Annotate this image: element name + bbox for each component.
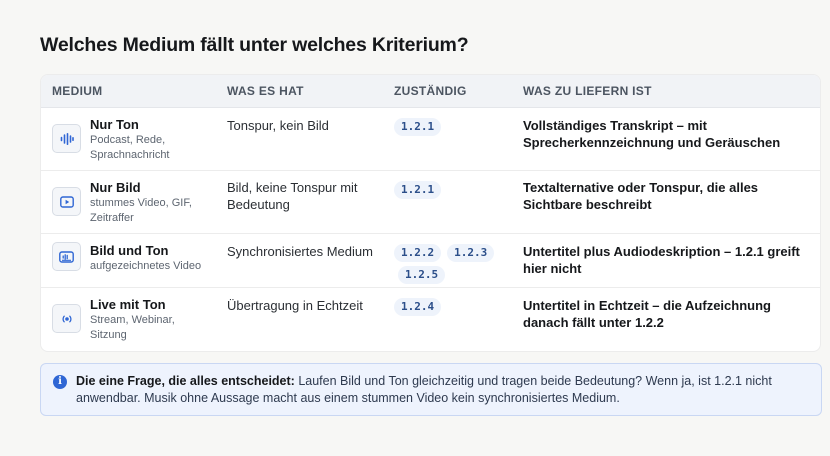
table-row: Nur Bild stummes Video, GIF, Zeitraffer … xyxy=(41,171,820,234)
medium-subtitle: Podcast, Rede, Sprachnachricht xyxy=(90,134,170,161)
header-responsible: ZUSTÄNDIG xyxy=(394,84,467,98)
header-deliver: WAS ZU LIEFERN IST xyxy=(523,84,652,98)
criterion-chip: 1.2.1 xyxy=(394,118,442,136)
medium-has: Synchronisiertes Medium xyxy=(227,244,373,259)
medium-deliver: Untertitel in Echtzeit – die Aufzeichnun… xyxy=(523,298,771,330)
criteria-table: MEDIUM WAS ES HAT ZUSTÄNDIG WAS ZU LIEFE… xyxy=(40,74,821,352)
medium-deliver: Textalternative oder Tonspur, die alles … xyxy=(523,180,759,212)
medium-deliver: Vollständiges Transkript – mit Sprecherk… xyxy=(523,118,781,150)
medium-subtitle: aufgezeichnetes Video xyxy=(90,260,202,272)
medium-has: Übertragung in Echtzeit xyxy=(227,298,363,313)
table-row: Bild und Ton aufgezeichnetes Video Synch… xyxy=(41,234,820,288)
audio-waveform-icon xyxy=(52,124,81,153)
medium-title: Live mit Ton xyxy=(90,297,166,312)
criteria-chips: 1.2.2 1.2.3 1.2.5 xyxy=(394,244,504,284)
criteria-chips: 1.2.4 xyxy=(394,298,504,316)
info-callout-lead: Die eine Frage, die alles entscheidet: xyxy=(76,374,295,388)
criterion-chip: 1.2.5 xyxy=(398,266,446,284)
medium-has: Bild, keine Tonspur mit Bedeutung xyxy=(227,180,358,212)
medium-title: Nur Ton xyxy=(90,117,139,132)
video-audio-icon xyxy=(52,242,81,271)
table-row: Live mit Ton Stream, Webinar, Sitzung Üb… xyxy=(41,288,820,351)
info-callout-body: Laufen Bild und Ton gleichzeitig und tra… xyxy=(76,374,772,405)
criterion-chip: 1.2.4 xyxy=(394,298,442,316)
medium-title: Bild und Ton xyxy=(90,243,169,258)
criteria-chips: 1.2.1 xyxy=(394,181,504,199)
page-title: Welches Medium fällt unter welches Krite… xyxy=(40,34,469,56)
info-callout: i Die eine Frage, die alles entscheidet:… xyxy=(40,363,822,416)
header-has: WAS ES HAT xyxy=(227,84,304,98)
video-play-icon xyxy=(52,187,81,216)
live-broadcast-icon xyxy=(52,304,81,333)
medium-subtitle: stummes Video, GIF, Zeitraffer xyxy=(90,197,192,224)
info-icon: i xyxy=(53,375,67,389)
criterion-chip: 1.2.2 xyxy=(394,244,442,262)
header-medium: MEDIUM xyxy=(52,84,103,98)
info-callout-text: Die eine Frage, die alles entscheidet: L… xyxy=(76,373,811,407)
medium-has: Tonspur, kein Bild xyxy=(227,118,329,133)
table-row: Nur Ton Podcast, Rede, Sprachnachricht T… xyxy=(41,108,820,171)
table-header: MEDIUM WAS ES HAT ZUSTÄNDIG WAS ZU LIEFE… xyxy=(41,75,820,108)
criterion-chip: 1.2.3 xyxy=(447,244,495,262)
criterion-chip: 1.2.1 xyxy=(394,181,442,199)
medium-title: Nur Bild xyxy=(90,180,141,195)
medium-deliver: Untertitel plus Audiodeskription – 1.2.1… xyxy=(523,244,800,276)
medium-subtitle: Stream, Webinar, Sitzung xyxy=(90,314,175,341)
criteria-chips: 1.2.1 xyxy=(394,118,504,136)
